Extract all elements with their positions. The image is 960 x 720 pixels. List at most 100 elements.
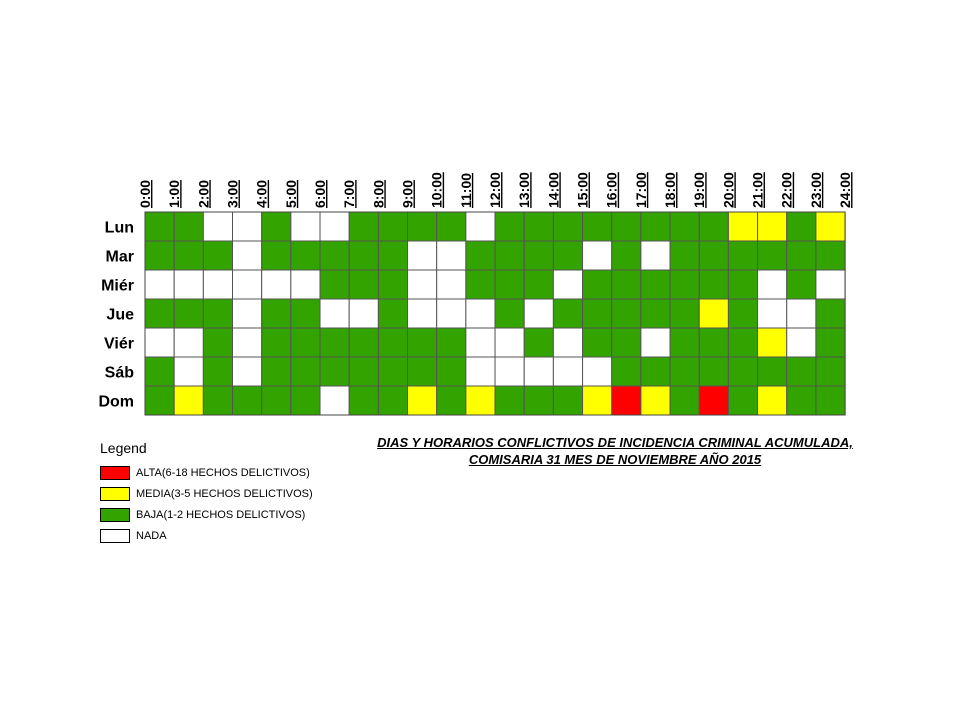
- heatmap-cell-viér-10: [436, 327, 467, 358]
- heatmap-cell-lun-20: [727, 211, 759, 242]
- legend-swatch-nada: [100, 529, 130, 543]
- heatmap-cell-sáb-3: [232, 356, 263, 387]
- heatmap-cell-miér-23: [815, 269, 846, 300]
- col-label-18-00: 18:00: [662, 172, 678, 208]
- heatmap-cell-lun-13: [523, 211, 554, 242]
- heatmap-cell-lun-15: [582, 211, 613, 242]
- heatmap-cell-miér-6: [319, 269, 350, 300]
- heatmap-cell-sáb-0: [144, 356, 175, 387]
- row-label-viér: Viér: [104, 336, 134, 353]
- heatmap-cell-miér-2: [202, 269, 234, 300]
- row-label-jue: Jue: [106, 307, 134, 324]
- heatmap-cell-mar-7: [348, 240, 379, 271]
- heatmap-cell-jue-14: [552, 298, 584, 329]
- heatmap-cell-viér-23: [815, 327, 846, 358]
- heatmap-cell-dom-8: [377, 385, 409, 416]
- heatmap-cell-dom-13: [523, 385, 554, 416]
- heatmap-cell-viér-4: [261, 327, 292, 358]
- heatmap-cell-dom-18: [669, 385, 700, 416]
- chart-title: DIAS Y HORARIOS CONFLICTIVOS DE INCIDENC…: [300, 434, 930, 468]
- heatmap-cell-miér-0: [144, 269, 175, 300]
- heatmap-cell-lun-9: [407, 211, 438, 242]
- heatmap-cell-dom-11: [465, 385, 496, 416]
- heatmap-cell-sáb-1: [173, 356, 204, 387]
- heatmap-cell-viér-20: [727, 327, 759, 358]
- heatmap-cell-jue-13: [523, 298, 554, 329]
- heatmap-cell-mar-20: [727, 240, 759, 271]
- heatmap-cell-viér-16: [611, 327, 642, 358]
- col-label-12-00: 12:00: [487, 172, 503, 208]
- heatmap-cell-sáb-10: [436, 356, 467, 387]
- col-label-22-00: 22:00: [779, 172, 795, 208]
- heatmap-cell-mar-6: [319, 240, 350, 271]
- heatmap-cell-dom-23: [815, 385, 846, 416]
- heatmap-cell-mar-8: [377, 240, 409, 271]
- heatmap-cell-mar-1: [173, 240, 204, 271]
- heatmap-cell-sáb-14: [552, 356, 584, 387]
- row-label-miér: Miér: [101, 278, 134, 295]
- col-label-6-00: 6:00: [312, 180, 328, 208]
- heatmap-cell-miér-10: [436, 269, 467, 300]
- heatmap-cell-sáb-5: [290, 356, 321, 387]
- heatmap-cell-mar-15: [582, 240, 613, 271]
- legend-swatch-media: [100, 487, 130, 501]
- heatmap-cell-jue-10: [436, 298, 467, 329]
- heatmap-cell-mar-13: [523, 240, 554, 271]
- heatmap-cell-miér-19: [698, 269, 729, 300]
- heatmap-cell-sáb-7: [348, 356, 379, 387]
- heatmap-cell-dom-5: [290, 385, 321, 416]
- heatmap-cell-dom-3: [232, 385, 263, 416]
- heatmap-cell-dom-14: [552, 385, 584, 416]
- col-label-7-00: 7:00: [341, 180, 357, 208]
- heatmap-cell-dom-19: [698, 385, 729, 416]
- heatmap-cell-dom-16: [611, 385, 642, 416]
- col-label-15-00: 15:00: [575, 172, 591, 208]
- heatmap-cell-miér-3: [232, 269, 263, 300]
- col-label-16-00: 16:00: [604, 172, 620, 208]
- heatmap-cell-miér-5: [290, 269, 321, 300]
- heatmap-cell-miér-21: [757, 269, 788, 300]
- col-label-10-00: 10:00: [429, 172, 445, 208]
- col-label-17-00: 17:00: [633, 172, 649, 208]
- heatmap-cell-sáb-18: [669, 356, 700, 387]
- legend-label-media: MEDIA(3-5 HECHOS DELICTIVOS): [136, 488, 313, 500]
- heatmap-cell-lun-5: [290, 211, 321, 242]
- legend-title: Legend: [100, 440, 147, 456]
- heatmap-cell-miér-22: [786, 269, 817, 300]
- heatmap-cell-dom-10: [436, 385, 467, 416]
- heatmap-cell-lun-23: [815, 211, 846, 242]
- col-label-2-00: 2:00: [195, 180, 211, 208]
- heatmap-cell-viér-2: [202, 327, 234, 358]
- heatmap-cell-sáb-6: [319, 356, 350, 387]
- heatmap-cell-sáb-17: [640, 356, 671, 387]
- heatmap-cell-lun-18: [669, 211, 700, 242]
- heatmap-cell-dom-1: [173, 385, 204, 416]
- heatmap-cell-viér-18: [669, 327, 700, 358]
- heatmap-cell-miér-8: [377, 269, 409, 300]
- heatmap-cell-dom-20: [727, 385, 759, 416]
- heatmap-cell-viér-7: [348, 327, 379, 358]
- heatmap-cell-jue-6: [319, 298, 350, 329]
- heatmap-cell-sáb-22: [786, 356, 817, 387]
- col-label-9-00: 9:00: [400, 180, 416, 208]
- heatmap-cell-dom-6: [319, 385, 350, 416]
- row-label-dom: Dom: [98, 394, 134, 411]
- row-label-sáb: Sáb: [105, 365, 135, 382]
- heatmap-cell-sáb-11: [465, 356, 496, 387]
- heatmap-cell-viér-19: [698, 327, 729, 358]
- col-label-14-00: 14:00: [545, 172, 561, 208]
- heatmap-cell-mar-2: [202, 240, 234, 271]
- heatmap-cell-jue-11: [465, 298, 496, 329]
- heatmap-cell-sáb-15: [582, 356, 613, 387]
- heatmap-cell-lun-14: [552, 211, 584, 242]
- legend-label-baja: BAJA(1-2 HECHOS DELICTIVOS): [136, 509, 306, 521]
- heatmap-cell-lun-4: [261, 211, 292, 242]
- heatmap-cell-lun-0: [144, 211, 175, 242]
- heatmap-cell-viér-5: [290, 327, 321, 358]
- chart-title-line-1: DIAS Y HORARIOS CONFLICTIVOS DE INCIDENC…: [377, 435, 853, 450]
- heatmap-cell-miér-13: [523, 269, 554, 300]
- heatmap-cell-jue-2: [202, 298, 234, 329]
- heatmap-cell-mar-4: [261, 240, 292, 271]
- col-label-20-00: 20:00: [720, 172, 736, 208]
